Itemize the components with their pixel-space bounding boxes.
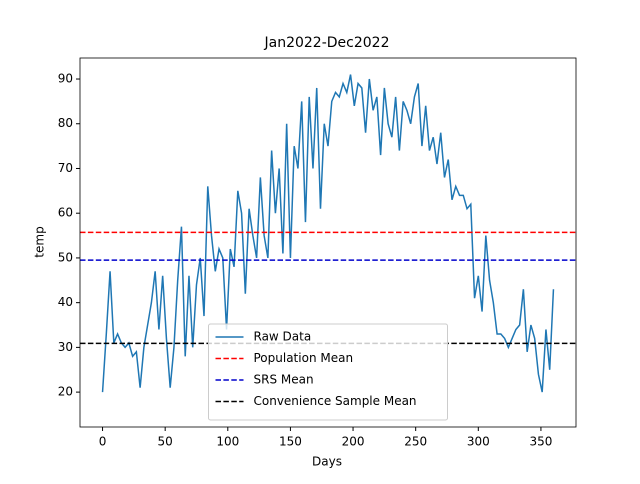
legend-label: SRS Mean: [254, 373, 314, 387]
y-tick-label: 20: [58, 385, 73, 399]
x-tick-label: 150: [279, 435, 302, 449]
x-tick-label: 50: [158, 435, 173, 449]
legend-label: Population Mean: [254, 351, 354, 365]
data-line: [101, 74, 555, 393]
x-tick-label: 0: [99, 435, 107, 449]
legend-box: [208, 323, 448, 421]
x-tick-label: 350: [529, 435, 552, 449]
x-tick-label: 300: [467, 435, 490, 449]
legend-label: Convenience Sample Mean: [254, 394, 417, 408]
chart-title: Jan2022-Dec2022: [264, 35, 390, 51]
y-tick-label: 90: [58, 72, 73, 86]
y-tick-label: 50: [58, 250, 73, 264]
plot-frame: [79, 57, 577, 428]
y-tick-label: 60: [58, 206, 73, 220]
y-tick-label: 30: [58, 340, 73, 354]
y-axis-label: temp: [33, 226, 47, 257]
x-tick-label: 250: [404, 435, 427, 449]
x-axis-label: Days: [312, 455, 342, 469]
x-tick-label: 200: [342, 435, 365, 449]
y-tick-label: 80: [58, 116, 73, 130]
y-tick-label: 40: [58, 295, 73, 309]
y-tick-label: 70: [58, 161, 73, 175]
legend-label: Raw Data: [254, 330, 312, 344]
x-tick-label: 100: [216, 435, 239, 449]
